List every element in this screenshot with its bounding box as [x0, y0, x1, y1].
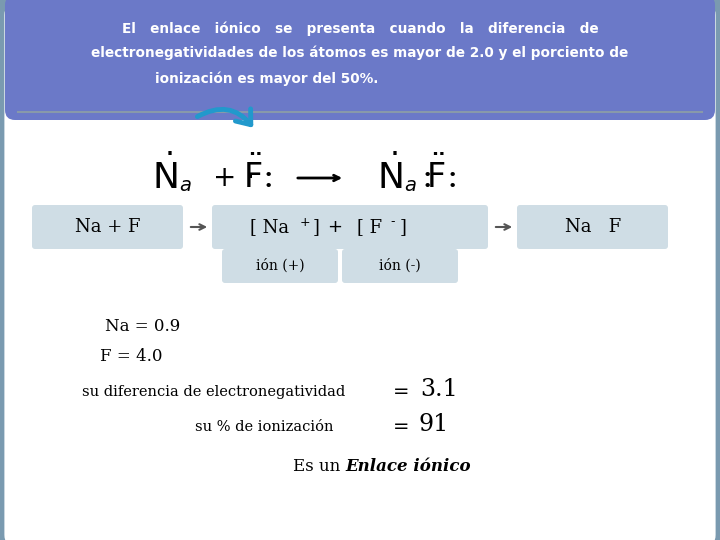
Text: $_a$: $_a$ — [403, 166, 416, 193]
FancyBboxPatch shape — [32, 205, 183, 249]
Text: Enlace iónico: Enlace iónico — [345, 458, 471, 475]
Text: ]: ] — [312, 218, 320, 236]
Text: [ Na: [ Na — [251, 218, 289, 236]
Text: $\cdot\!\!\ddot{\mathsf{F}}$:: $\cdot\!\!\ddot{\mathsf{F}}$: — [243, 156, 272, 194]
Text: $\dot{\mathsf{N}}$: $\dot{\mathsf{N}}$ — [153, 154, 178, 196]
Text: -: - — [391, 215, 395, 228]
Text: Es un: Es un — [293, 458, 346, 475]
Text: ]: ] — [400, 218, 406, 236]
Text: ión (+): ión (+) — [256, 259, 305, 273]
FancyBboxPatch shape — [3, 3, 717, 540]
FancyBboxPatch shape — [212, 205, 488, 249]
Text: 3.1: 3.1 — [420, 378, 458, 401]
Text: $_a$: $_a$ — [179, 166, 192, 193]
Text: +: + — [328, 218, 343, 236]
FancyArrowPatch shape — [197, 109, 251, 125]
Text: =: = — [393, 382, 410, 401]
FancyBboxPatch shape — [342, 249, 458, 283]
Text: Na = 0.9: Na = 0.9 — [105, 318, 180, 335]
Text: electronegatividades de los átomos es mayor de 2.0 y el porciento de: electronegatividades de los átomos es ma… — [91, 46, 629, 60]
Text: +: + — [213, 164, 237, 192]
Text: su diferencia de electronegatividad: su diferencia de electronegatividad — [82, 385, 346, 399]
Text: su % de ionización: su % de ionización — [195, 420, 333, 434]
Text: 91: 91 — [418, 413, 449, 436]
Text: $\dot{\mathsf{N}}$: $\dot{\mathsf{N}}$ — [377, 154, 402, 196]
Text: +: + — [300, 215, 310, 228]
Text: El   enlace   iónico   se   presenta   cuando   la   diferencia   de: El enlace iónico se presenta cuando la d… — [122, 22, 598, 37]
Text: Na + F: Na + F — [76, 218, 140, 236]
FancyBboxPatch shape — [222, 249, 338, 283]
Text: =: = — [393, 417, 410, 436]
Text: [ F: [ F — [357, 218, 382, 236]
Text: F = 4.0: F = 4.0 — [100, 348, 163, 365]
Text: :$\!\ddot{\mathsf{F}}$:: :$\!\ddot{\mathsf{F}}$: — [420, 156, 456, 194]
FancyBboxPatch shape — [5, 0, 715, 120]
Text: Na   F: Na F — [565, 218, 621, 236]
Text: ión (-): ión (-) — [379, 259, 421, 273]
Text: ionización es mayor del 50%.: ionización es mayor del 50%. — [155, 72, 379, 86]
FancyBboxPatch shape — [517, 205, 668, 249]
